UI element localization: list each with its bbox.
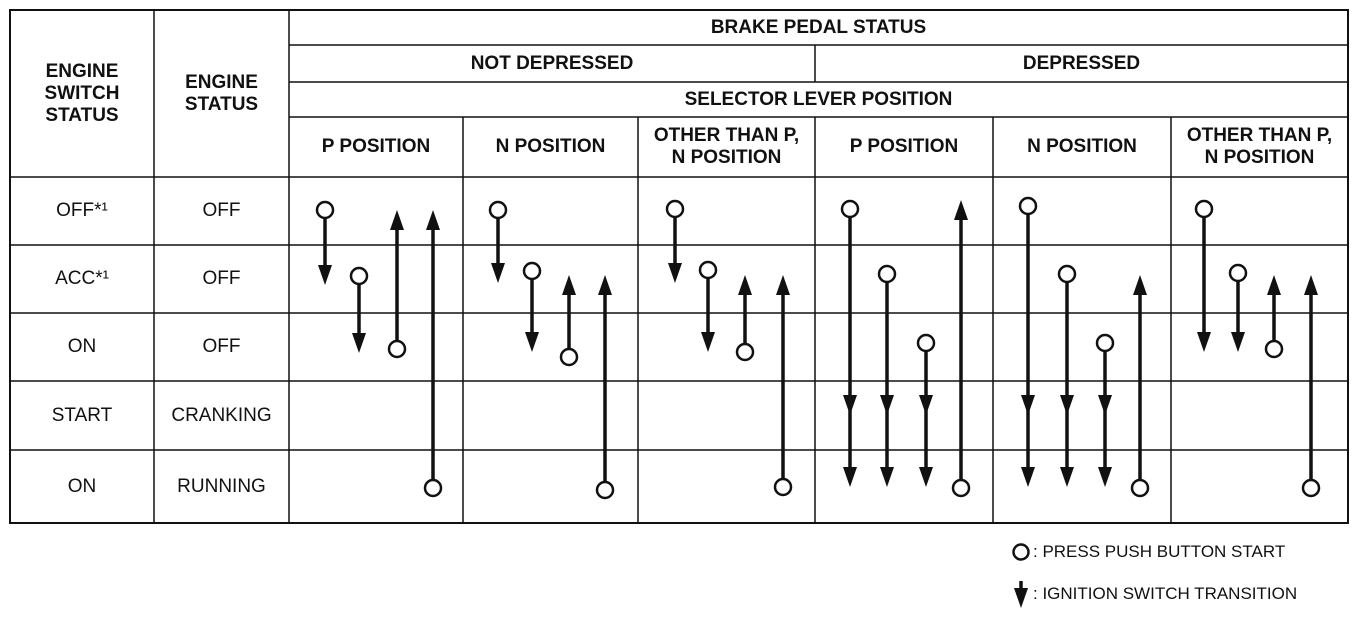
- button-press: [1130, 478, 1150, 498]
- button-press: [877, 264, 897, 284]
- arrow-head: [1060, 467, 1074, 487]
- arrow-head: [562, 275, 576, 295]
- button-press: [773, 477, 793, 497]
- arrow-head: [954, 200, 968, 220]
- cell-text: SELECTOR LEVER POSITION: [684, 88, 953, 110]
- button-press: [423, 478, 443, 498]
- button-press: [595, 480, 615, 500]
- cell-text: P POSITION: [321, 136, 431, 157]
- cell-text: N POSITION: [1027, 136, 1137, 157]
- button-press: [1194, 199, 1214, 219]
- arrow-head: [390, 210, 404, 230]
- legend-text: : IGNITION SWITCH TRANSITION: [1033, 584, 1298, 603]
- cell-text: ON: [67, 336, 97, 357]
- cell-text: OFF: [202, 200, 241, 221]
- button-press: [665, 199, 685, 219]
- cell-text: OFF: [202, 268, 241, 289]
- arrow-head: [919, 395, 933, 415]
- arrow-head: [776, 275, 790, 295]
- arrow-head: [598, 275, 612, 295]
- arrow-head: [491, 263, 505, 283]
- cell-text: START: [51, 404, 113, 426]
- cell-text: CRANKING: [171, 404, 272, 426]
- arrow-head: [1014, 588, 1028, 608]
- cell-text: BRAKE PEDAL STATUS: [710, 16, 927, 38]
- button-press: [488, 200, 508, 220]
- arrow-head: [1098, 467, 1112, 487]
- arrow-head: [880, 467, 894, 487]
- cell-text: ACC*¹: [55, 268, 109, 289]
- button-press: [1057, 264, 1077, 284]
- legend-text: : PRESS PUSH BUTTON START: [1033, 542, 1286, 561]
- button-press: [387, 339, 407, 359]
- arrow-head: [1021, 467, 1035, 487]
- button-press: [349, 266, 369, 286]
- arrow-head: [352, 333, 366, 353]
- cell-text: NOT DEPRESSED: [470, 52, 634, 74]
- arrow-head: [701, 332, 715, 352]
- button-press: [559, 347, 579, 367]
- cell-text: OTHER THAN P, N POSITION: [1186, 125, 1333, 168]
- cell-text: P POSITION: [849, 136, 959, 157]
- button-press: [1095, 333, 1115, 353]
- arrow-head: [1231, 332, 1245, 352]
- arrow-head: [738, 275, 752, 295]
- button-press: [1228, 263, 1248, 283]
- arrow-head: [880, 395, 894, 415]
- cell-text: ON: [67, 475, 97, 497]
- arrow-head: [668, 263, 682, 283]
- arrow-head: [1304, 275, 1318, 295]
- button-press: [1301, 478, 1321, 498]
- arrow-head: [525, 332, 539, 352]
- arrow-head: [1098, 395, 1112, 415]
- button-press: [315, 200, 335, 220]
- arrow-head: [1267, 275, 1281, 295]
- arrow-head: [843, 467, 857, 487]
- button-press: [522, 261, 542, 281]
- cell-text: DEPRESSED: [1022, 52, 1141, 74]
- cell-text: OFF: [202, 336, 241, 357]
- button-press: [1264, 339, 1284, 359]
- arrow-head: [1133, 275, 1147, 295]
- arrow-head: [843, 395, 857, 415]
- button-press: [916, 333, 936, 353]
- cell-text: RUNNING: [177, 475, 266, 497]
- cell-text: OFF*¹: [56, 200, 108, 221]
- arrow-head: [919, 467, 933, 487]
- legend-circle: [1012, 543, 1030, 561]
- button-press: [1018, 196, 1038, 216]
- arrow-head: [1060, 395, 1074, 415]
- button-press: [698, 260, 718, 280]
- cell-text: N POSITION: [495, 136, 606, 157]
- cell-text: OTHER THAN P, N POSITION: [653, 125, 800, 168]
- button-press: [735, 342, 755, 362]
- cell-text: ENGINE SWITCH STATUS: [44, 60, 120, 126]
- arrow-head: [318, 265, 332, 285]
- table-border: [9, 9, 1349, 524]
- arrow-head: [1197, 332, 1211, 352]
- cell-text: ENGINE STATUS: [184, 71, 259, 115]
- button-press: [840, 199, 860, 219]
- arrow-head: [426, 210, 440, 230]
- button-press: [951, 478, 971, 498]
- arrow-head: [1021, 395, 1035, 415]
